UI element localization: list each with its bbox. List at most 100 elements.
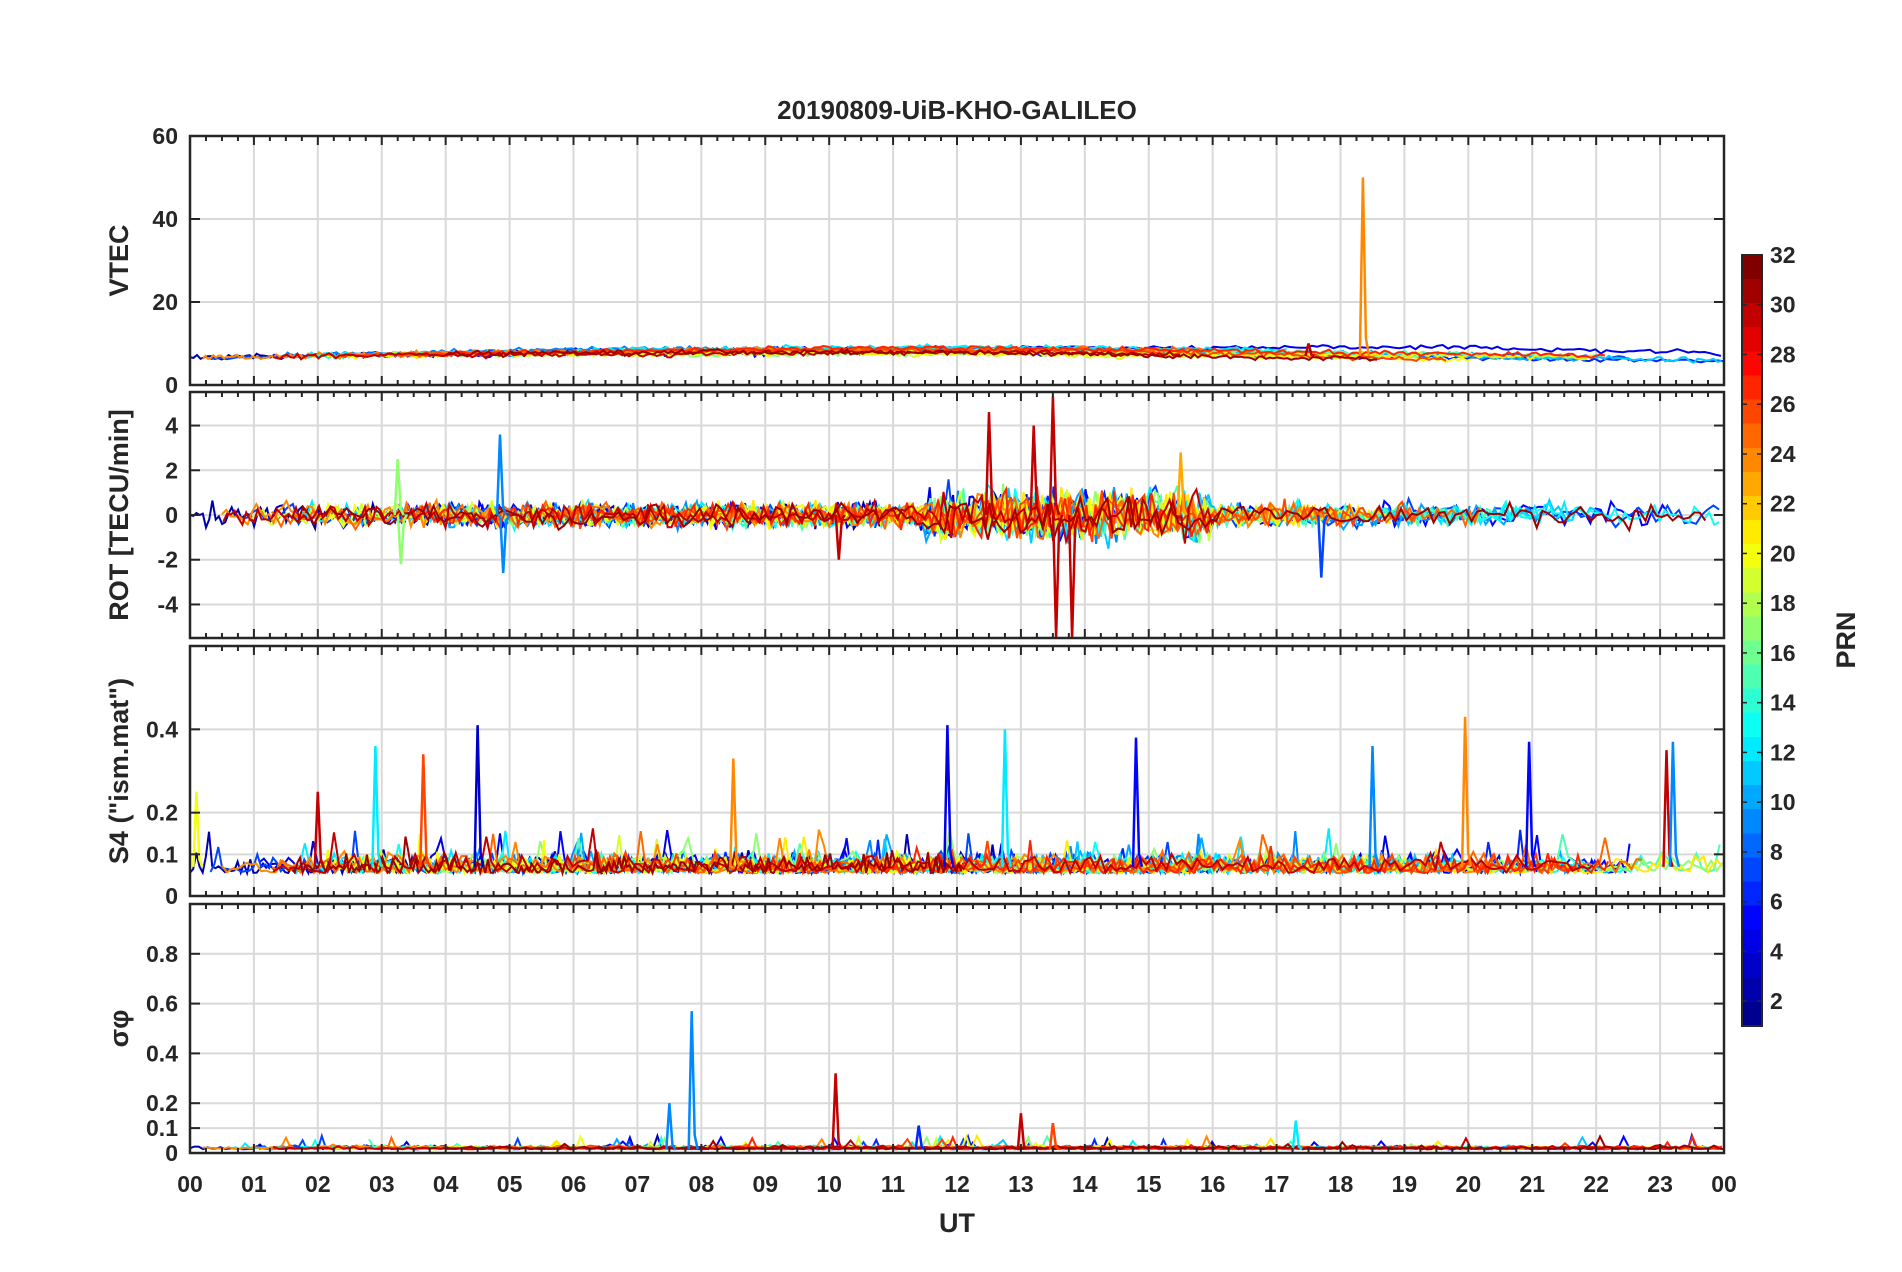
colorbar-tick-label: 32: [1770, 242, 1796, 268]
x-tick-label: 15: [1136, 1171, 1162, 1197]
colorbar-tick-label: 20: [1770, 540, 1796, 566]
y-tick-label: 2: [165, 457, 178, 483]
spike-rot-8: [393, 459, 405, 516]
panel-sigma-phi: 00.10.2 0.4 0.6 0.8 σφ: [104, 902, 1726, 1166]
spike-s4-0: [473, 725, 485, 868]
colorbar-tick-label: 12: [1770, 739, 1796, 765]
y-axis-label: ROT [TECU/min]: [104, 409, 134, 620]
x-tick-label: 19: [1392, 1171, 1418, 1197]
y-tick-label: 0.4: [146, 1040, 178, 1066]
y-tick-label: 0.8: [146, 941, 178, 967]
spike-rot-2: [1029, 425, 1041, 516]
spike-rot-4: [1067, 514, 1080, 638]
series-line-prn-30: [272, 347, 1181, 361]
series-line-prn-27: [409, 344, 1606, 359]
spike-vtec-0: [1358, 177, 1371, 357]
spike-s4-8: [419, 754, 431, 868]
colorbar-tick-label: 22: [1770, 491, 1796, 517]
x-tick-label: 00: [1711, 1171, 1737, 1197]
colorbar-tick-label: 8: [1770, 839, 1783, 865]
panel-rot: -4 -2 0 2 4 ROT [TECU/min]: [104, 390, 1726, 640]
panel-s4: 0 0.1 0.2 0.4 S4 ("ism.mat"): [104, 644, 1726, 909]
x-tick-label: 06: [561, 1171, 587, 1197]
x-tick-label: 03: [369, 1171, 395, 1197]
spike-sigma_phi-6: [914, 1125, 926, 1151]
y-tick-label: 0.1: [146, 841, 178, 867]
series-line-prn-31: [291, 494, 1707, 542]
spike-s4-11: [313, 791, 325, 868]
spike-rot-11: [834, 514, 846, 560]
colorbar-tick-label: 24: [1770, 441, 1796, 467]
x-tick-label: 10: [816, 1171, 842, 1197]
spike-s4-5: [1524, 741, 1537, 868]
spike-rot-1: [1051, 514, 1064, 638]
colorbar-tick-label: 16: [1770, 640, 1796, 666]
x-tick-label: 02: [305, 1171, 331, 1197]
spike-sigma_phi-0: [687, 1011, 699, 1150]
spike-rot-0: [1048, 396, 1061, 516]
y-tick-label: 4: [165, 413, 178, 439]
spike-sigma_phi-4: [1048, 1122, 1060, 1151]
y-tick-label: 0.1: [146, 1115, 178, 1141]
x-tick-label: 11: [881, 1171, 906, 1197]
x-tick-label: 14: [1072, 1171, 1098, 1197]
spike-rot-10: [1176, 452, 1188, 516]
spike-s4-13: [1368, 745, 1380, 868]
y-tick-label: 0.4: [146, 716, 178, 742]
x-axis-tick-labels: 00 01 02 03 04 05 06 07 08 09 10 11 12 13 14 15 16 17 18 19…: [177, 1171, 1737, 1197]
spike-s4-1: [943, 725, 955, 868]
spike-s4-12: [192, 791, 204, 868]
spike-rot-6: [498, 514, 511, 574]
colorbar-tick-label: 18: [1770, 590, 1796, 616]
y-tick-label: 0.2: [146, 800, 178, 826]
x-tick-label: 17: [1264, 1171, 1290, 1197]
spike-sigma_phi-5: [1291, 1120, 1303, 1151]
y-tick-label: 0: [165, 883, 178, 909]
x-axis-label: UT: [939, 1208, 975, 1238]
x-tick-label: 13: [1008, 1171, 1034, 1197]
x-tick-label: 20: [1456, 1171, 1482, 1197]
series-line-prn-27: [409, 485, 1214, 541]
x-tick-label: 04: [433, 1171, 459, 1197]
spike-s4-7: [1668, 741, 1681, 868]
x-tick-label: 23: [1647, 1171, 1673, 1197]
spike-sigma_phi-2: [831, 1073, 843, 1150]
x-tick-label: 16: [1200, 1171, 1226, 1197]
x-tick-label: 08: [689, 1171, 715, 1197]
y-tick-label: 40: [152, 206, 178, 232]
y-tick-label: -2: [158, 547, 178, 573]
y-tick-label: 0.2: [146, 1090, 178, 1116]
x-tick-label: 12: [944, 1171, 970, 1197]
x-tick-label: 22: [1583, 1171, 1609, 1197]
spike-s4-2: [1000, 729, 1013, 868]
spike-sigma_phi-3: [1016, 1113, 1028, 1151]
colorbar-label: PRN: [1831, 611, 1861, 668]
x-tick-label: 09: [752, 1171, 778, 1197]
colorbar-tick-label: 26: [1770, 391, 1796, 417]
series-line-prn-30: [222, 486, 1221, 546]
x-tick-label: 01: [241, 1171, 267, 1197]
x-tick-label: 07: [625, 1171, 651, 1197]
spike-s4-9: [729, 758, 741, 868]
colorbar-tick-label: 30: [1770, 292, 1796, 318]
spike-rot-3: [984, 412, 997, 516]
y-tick-label: -4: [158, 591, 179, 617]
panel-vtec: 0 20 40 60 VTEC: [104, 123, 1726, 398]
spike-rot-5: [495, 434, 508, 516]
y-tick-label: 0: [165, 502, 178, 528]
y-axis-label: S4 ("ism.mat"): [104, 678, 134, 864]
y-tick-label: 0.6: [146, 991, 178, 1017]
colorbar-tick-label: 4: [1770, 938, 1783, 964]
y-tick-label: 60: [152, 123, 178, 149]
colorbar-tick-label: 2: [1770, 988, 1783, 1014]
x-tick-label: 00: [177, 1171, 203, 1197]
y-tick-label: 0: [165, 1140, 178, 1166]
y-tick-label: 0: [165, 372, 178, 398]
chart-title: 20190809-UiB-KHO-GALILEO: [777, 95, 1137, 125]
spike-sigma_phi-1: [665, 1103, 677, 1150]
series-line-prn-31: [445, 347, 1378, 362]
colorbar-tick-label: 6: [1770, 889, 1783, 915]
y-axis-label: VTEC: [104, 224, 134, 296]
